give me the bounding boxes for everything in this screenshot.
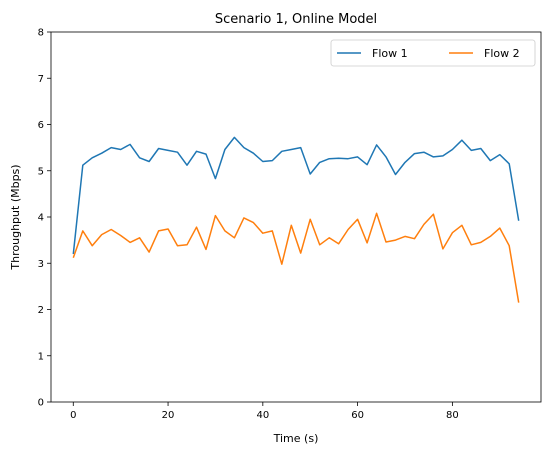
y-tick-label: 4 [38,213,44,224]
legend-label-flow-2: Flow 2 [484,47,520,60]
x-axis-label: Time (s) [273,432,319,445]
y-tick-label: 1 [38,351,44,362]
chart-title: Scenario 1, Online Model [215,12,377,27]
series-line-flow-1 [72,136,520,255]
legend-box [330,39,536,67]
x-tick-label: 0 [70,410,76,421]
y-tick-label: 0 [38,398,44,409]
legend: Flow 1 Flow 2 [330,39,536,67]
y-axis: 0 1 2 3 4 5 6 7 8 [38,28,51,409]
x-tick-label: 60 [351,410,364,421]
x-axis: 0 20 40 60 80 [70,402,459,421]
y-axis-label: Throughput (Mbps) [9,164,22,270]
x-tick-label: 20 [162,410,175,421]
y-tick-label: 3 [38,259,44,270]
y-tick-label: 7 [38,74,44,85]
x-tick-label: 80 [446,410,459,421]
y-tick-label: 6 [38,120,44,131]
plot-area [72,136,520,303]
y-tick-label: 2 [38,305,44,316]
legend-label-flow-1: Flow 1 [372,47,408,60]
series-line-flow-2 [72,212,520,303]
x-tick-label: 40 [256,410,269,421]
y-tick-label: 8 [38,28,44,39]
y-tick-label: 5 [38,166,44,177]
